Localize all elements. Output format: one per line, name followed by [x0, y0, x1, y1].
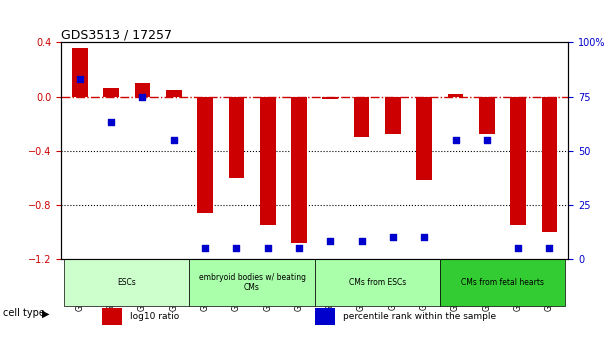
Bar: [260, 97, 276, 225]
Point: [263, 245, 273, 251]
Text: log10 ratio: log10 ratio: [130, 312, 179, 321]
FancyBboxPatch shape: [315, 259, 440, 306]
Bar: [291, 97, 307, 242]
Point: [232, 245, 241, 251]
Point: [75, 76, 85, 82]
Bar: [134, 83, 150, 97]
Point: [169, 137, 178, 143]
Text: percentile rank within the sample: percentile rank within the sample: [343, 312, 496, 321]
Bar: [315, 308, 335, 325]
Point: [544, 245, 554, 251]
Text: ▶: ▶: [42, 308, 49, 318]
Bar: [72, 48, 88, 97]
Text: CMs from ESCs: CMs from ESCs: [349, 278, 406, 287]
Bar: [541, 97, 557, 232]
Point: [326, 239, 335, 244]
Point: [200, 245, 210, 251]
Point: [137, 94, 147, 99]
Bar: [510, 97, 526, 225]
Bar: [229, 97, 244, 178]
Text: CMs from fetal hearts: CMs from fetal hearts: [461, 278, 544, 287]
Bar: [479, 97, 495, 135]
Point: [451, 137, 461, 143]
Bar: [197, 97, 213, 213]
Point: [388, 234, 398, 240]
Bar: [448, 94, 463, 97]
Point: [419, 234, 429, 240]
Point: [482, 137, 492, 143]
Bar: [323, 97, 338, 99]
Bar: [103, 88, 119, 97]
Point: [294, 245, 304, 251]
Text: embryoid bodies w/ beating
CMs: embryoid bodies w/ beating CMs: [199, 273, 306, 292]
Text: GDS3513 / 17257: GDS3513 / 17257: [61, 28, 172, 41]
FancyBboxPatch shape: [440, 259, 565, 306]
Point: [106, 120, 116, 125]
FancyBboxPatch shape: [189, 259, 315, 306]
Bar: [354, 97, 370, 137]
Bar: [385, 97, 401, 135]
Point: [513, 245, 523, 251]
Text: cell type: cell type: [3, 308, 45, 318]
Point: [357, 239, 367, 244]
Text: ESCs: ESCs: [117, 278, 136, 287]
Bar: [166, 90, 181, 97]
FancyBboxPatch shape: [64, 259, 189, 306]
Bar: [417, 97, 432, 180]
Bar: [101, 308, 122, 325]
